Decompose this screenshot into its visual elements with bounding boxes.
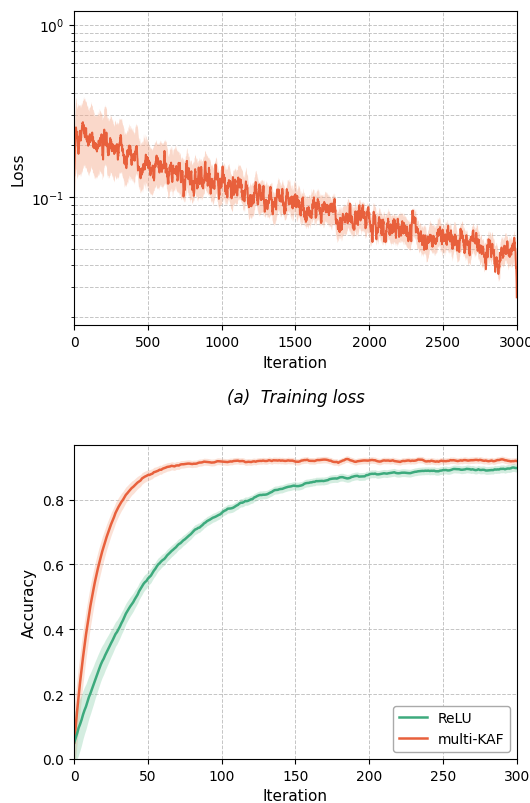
multi-KAF xyxy=(344,454,350,464)
ReLU xyxy=(264,490,271,499)
X-axis label: Iteration: Iteration xyxy=(263,355,328,370)
multi-KAF xyxy=(71,738,77,748)
ReLU xyxy=(481,466,488,475)
ReLU xyxy=(510,463,517,473)
multi-KAF xyxy=(483,456,489,466)
multi-KAF xyxy=(264,456,271,466)
ReLU xyxy=(444,466,450,475)
ReLU xyxy=(514,463,520,473)
multi-KAF xyxy=(375,457,381,467)
ReLU xyxy=(419,467,426,476)
Line: multi-KAF: multi-KAF xyxy=(74,459,517,743)
multi-KAF xyxy=(421,456,427,466)
ReLU xyxy=(71,738,77,748)
ReLU xyxy=(250,495,256,504)
Y-axis label: Accuracy: Accuracy xyxy=(22,567,37,637)
multi-KAF xyxy=(250,457,256,467)
X-axis label: Iteration: Iteration xyxy=(263,788,328,803)
Text: (a)  Training loss: (a) Training loss xyxy=(227,389,364,406)
ReLU xyxy=(374,470,380,479)
Legend: ReLU, multi-KAF: ReLU, multi-KAF xyxy=(393,706,510,752)
multi-KAF xyxy=(514,457,520,467)
Y-axis label: Loss: Loss xyxy=(11,152,26,185)
multi-KAF xyxy=(446,456,452,466)
Line: ReLU: ReLU xyxy=(74,468,517,743)
